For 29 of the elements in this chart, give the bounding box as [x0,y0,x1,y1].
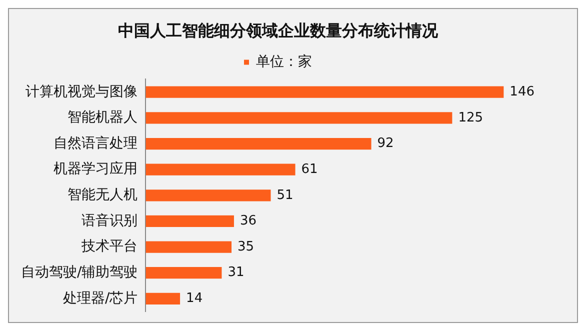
y-tick-label: 计算机视觉与图像 [26,84,138,100]
data-label: 35 [238,239,254,254]
bar [146,215,234,228]
data-label: 125 [458,110,484,126]
y-tick-label: 自然语言处理 [54,135,138,152]
data-label: 146 [510,84,535,100]
chart-title: 中国人工智能细分领域企业数量分布统计情况 [118,20,439,40]
y-tick-label: 智能无人机 [68,187,138,204]
bar [146,112,452,124]
bar [146,138,372,150]
bar [146,86,504,98]
data-label: 61 [301,162,318,177]
y-tick-label: 技术平台 [80,238,138,255]
bar [146,292,180,304]
data-label: 51 [276,188,294,203]
bar [146,241,232,253]
legend-label: 单位：家 [256,54,312,70]
data-label: 14 [186,291,203,306]
bar [146,164,296,176]
bar [146,267,222,279]
y-tick-label: 语音识别 [82,212,138,229]
y-tick-label: 自动驾驶/辅助驾驶 [21,264,138,281]
data-label: 92 [377,136,394,152]
bar [146,190,271,202]
y-tick-label: 机器学习应用 [54,161,138,178]
data-label: 31 [228,265,244,280]
y-tick-label: 处理器/芯片 [63,290,138,306]
data-label: 36 [240,214,257,229]
y-tick-label: 智能机器人 [68,110,138,126]
